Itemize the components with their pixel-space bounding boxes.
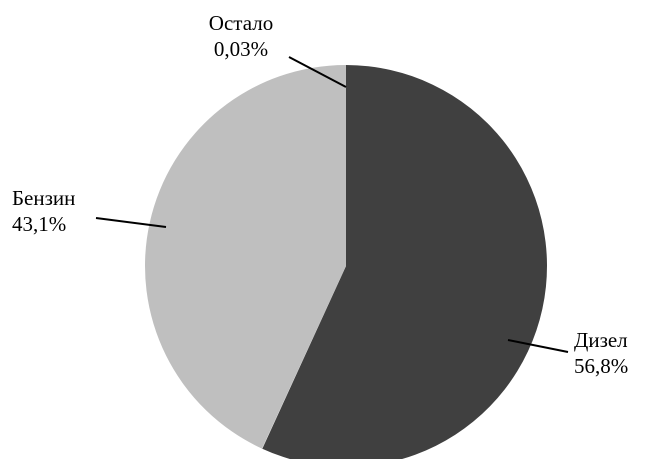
slice-value-label: 56,8% xyxy=(574,354,628,378)
pie-slice-3 xyxy=(145,65,346,449)
slice-category-label: Бензин xyxy=(12,186,75,210)
slice-category-label: Дизел xyxy=(574,328,628,352)
leader-lines xyxy=(95,56,569,353)
pie-slices xyxy=(145,65,547,459)
leader-line-3 xyxy=(95,217,167,228)
pie-slice-2 xyxy=(261,266,346,449)
leader-line-2 xyxy=(288,56,347,88)
leader-line-1 xyxy=(507,339,569,353)
pie-slice-1 xyxy=(262,65,547,459)
slice-value-label: 0,03% xyxy=(214,37,268,61)
slice-category-label: Остало xyxy=(209,11,273,35)
slice-value-label: 43,1% xyxy=(12,212,66,236)
